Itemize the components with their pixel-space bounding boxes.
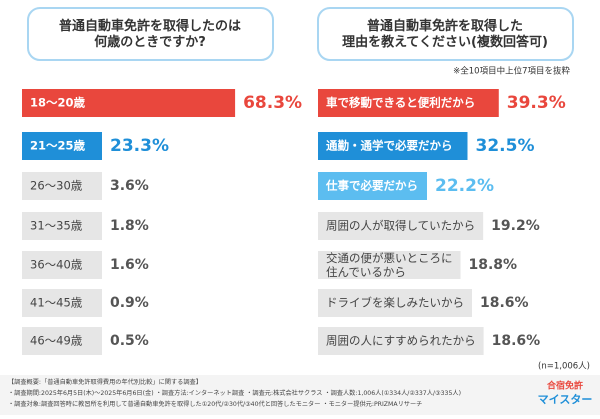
note: ※全10項目中上位7項目を抜粋 xyxy=(453,66,570,77)
category-label: 18〜20歳 xyxy=(30,96,86,110)
category-label: 通勤・通学で必要だから xyxy=(326,139,453,153)
value-label: 68.3% xyxy=(243,93,302,113)
chart-title: 普通自動車免許を取得したのは何歳のときですか? xyxy=(59,17,241,49)
logo: 合宿免許 xyxy=(547,380,583,392)
title-box xyxy=(27,7,274,61)
bar xyxy=(318,212,484,240)
bar xyxy=(318,289,472,317)
bar xyxy=(22,172,102,200)
sample-size: (n=1,006人) xyxy=(538,362,590,372)
value-label: 18.6% xyxy=(480,295,529,311)
bar xyxy=(22,327,102,355)
footnote: ・調査期間:2025年6月5日(木)〜2025年6月6日(金) ・調査方法:イン… xyxy=(8,389,461,397)
value-label: 18.6% xyxy=(492,333,541,349)
value-label: 23.3% xyxy=(110,136,169,156)
value-label: 32.5% xyxy=(476,136,535,156)
category-label: 46〜49歳 xyxy=(30,334,83,348)
bar xyxy=(318,172,427,200)
value-label: 3.6% xyxy=(110,178,149,194)
value-label: 1.8% xyxy=(110,218,149,234)
value-label: 22.2% xyxy=(435,176,494,196)
category-label: 仕事で必要だから xyxy=(325,179,418,193)
bar xyxy=(318,89,499,117)
footnote: ・調査対象:調査回答時に教習所を利用して普通自動車免許を取得した①20代/②30… xyxy=(8,400,422,408)
value-label: 19.2% xyxy=(491,218,540,234)
bar xyxy=(22,251,102,279)
category-label: 36〜40歳 xyxy=(30,258,83,272)
category-label: 車で移動できると便利だから xyxy=(326,96,475,110)
bar xyxy=(318,327,484,355)
category-label: 21〜25歳 xyxy=(30,139,86,153)
value-label: 39.3% xyxy=(507,93,566,113)
value-label: 0.9% xyxy=(110,295,149,311)
bar xyxy=(22,89,236,117)
footnote: 【調査概要:「普通自動車免許取得費用の年代別比較」に関する調査】 xyxy=(8,378,202,386)
value-label: 0.5% xyxy=(110,333,149,349)
category-label: ドライブを楽しみたいから xyxy=(326,296,464,310)
category-label: 周囲の人が取得していたから xyxy=(326,219,475,233)
bar xyxy=(22,212,102,240)
category-label: 交通の便が悪いところに住んでいるから xyxy=(326,250,453,278)
bar xyxy=(22,132,102,160)
bar xyxy=(318,251,461,279)
value-label: 1.6% xyxy=(110,257,149,273)
value-label: 18.8% xyxy=(469,257,518,273)
category-label: 31〜35歳 xyxy=(30,219,83,233)
chart-title: 普通自動車免許を取得した理由を教えてください(複数回答可) xyxy=(342,17,548,49)
category-label: 26〜30歳 xyxy=(30,179,83,193)
footer-band xyxy=(0,375,600,415)
bar xyxy=(318,132,468,160)
logo: マイスター xyxy=(538,393,593,406)
category-label: 周囲の人にすすめられたから xyxy=(326,334,476,348)
category-label: 41〜45歳 xyxy=(30,296,83,310)
title-box xyxy=(317,7,574,61)
bar xyxy=(22,289,102,317)
